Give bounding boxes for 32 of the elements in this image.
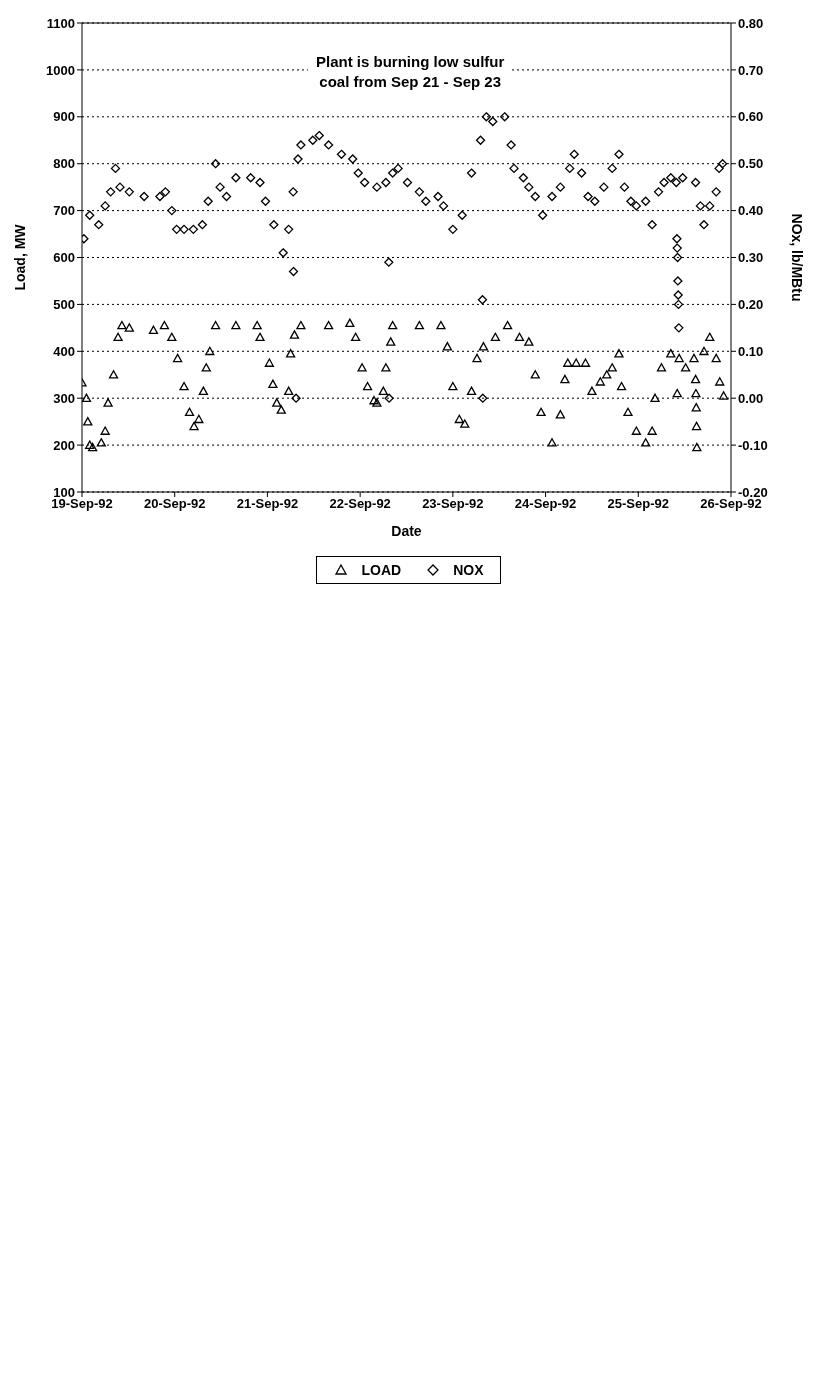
y-tick-label: 700 bbox=[53, 203, 75, 219]
x-tick-label: 24-Sep-92 bbox=[514, 496, 577, 512]
y2-tick-label: 0.70 bbox=[738, 62, 764, 78]
y-tick-label: 1000 bbox=[46, 62, 75, 78]
y-tick-label: 900 bbox=[53, 109, 75, 125]
x-tick-label: 23-Sep-92 bbox=[422, 496, 484, 512]
y-tick-label: 800 bbox=[53, 156, 75, 172]
y2-tick-label: 0.00 bbox=[738, 390, 764, 406]
y-tick-label: 500 bbox=[53, 297, 75, 313]
y2-tick-label: 0.60 bbox=[738, 109, 764, 125]
y-tick-label: 200 bbox=[53, 437, 75, 453]
y-tick-label: 1100 bbox=[46, 15, 75, 31]
x-tick-label: 21-Sep-92 bbox=[236, 496, 299, 512]
y-tick-label: 400 bbox=[53, 343, 75, 359]
y-axis-title: Load, MW bbox=[11, 223, 28, 291]
legend-label: NOX bbox=[453, 562, 484, 578]
x-tick-label: 25-Sep-92 bbox=[607, 496, 669, 512]
y2-tick-label: 0.50 bbox=[738, 156, 764, 172]
y2-tick-label: 0.30 bbox=[738, 250, 764, 266]
x-tick-label: 22-Sep-92 bbox=[329, 496, 391, 512]
y-tick-label: 300 bbox=[53, 390, 75, 406]
annotation: Plant is burning low sulfur coal from Sep 21 - Sep 23 bbox=[308, 52, 513, 92]
x-tick-label: 20-Sep-92 bbox=[144, 496, 206, 512]
legend-label: LOAD bbox=[361, 562, 402, 578]
y-tick-label: 600 bbox=[53, 250, 75, 266]
x-axis-title: Date bbox=[391, 523, 422, 539]
y2-tick-label: 0.20 bbox=[738, 297, 764, 313]
y2-tick-label: 0.40 bbox=[738, 203, 764, 219]
y2-tick-label: 0.80 bbox=[738, 15, 764, 31]
y2-tick-label: 0.10 bbox=[738, 343, 764, 359]
y2-axis-title: NOx, lb/MBtu bbox=[789, 213, 806, 302]
y2-tick-label: -0.10 bbox=[738, 437, 768, 453]
